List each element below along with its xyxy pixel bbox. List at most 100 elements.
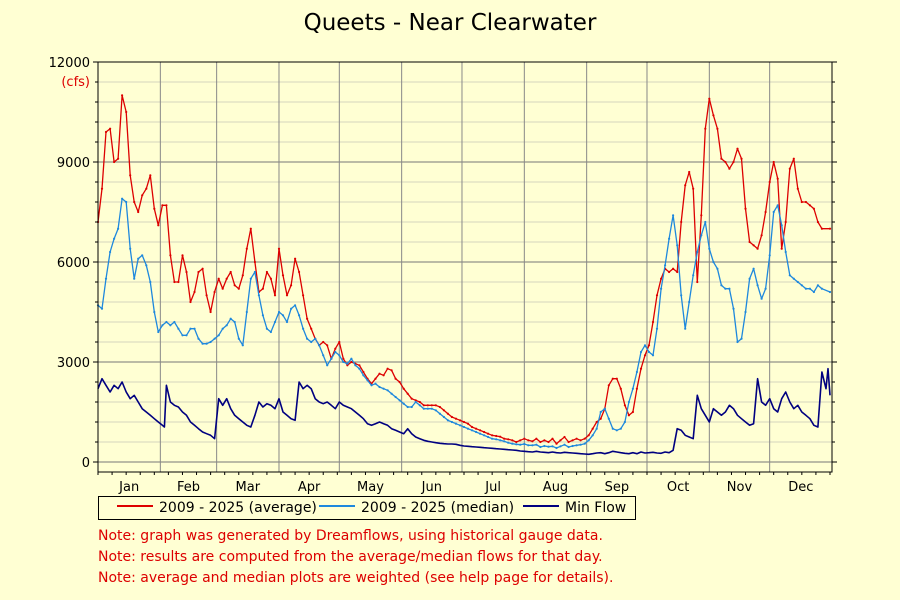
data-point-median: [414, 400, 417, 404]
data-point-average: [245, 247, 248, 250]
data-point-median: [571, 444, 574, 448]
data-point-average: [434, 404, 437, 407]
data-point-median: [555, 446, 558, 450]
data-point-median: [756, 284, 759, 287]
data-point-average: [519, 439, 522, 442]
plot-frame: [97, 61, 833, 473]
y-tick-label: 0: [82, 456, 90, 471]
data-point-average: [499, 435, 502, 438]
data-point-average: [651, 320, 655, 324]
data-point-average: [523, 437, 526, 440]
data-point-median: [161, 324, 164, 327]
data-point-average: [587, 434, 590, 437]
data-point-median: [772, 210, 775, 214]
data-point-average: [458, 419, 462, 422]
data-point-average: [551, 437, 554, 440]
data-point-median: [189, 327, 192, 330]
data-point-median: [185, 334, 188, 337]
y-tick-label: 9000: [57, 156, 90, 171]
data-point-average: [643, 354, 647, 357]
data-point-median: [285, 320, 289, 324]
data-point-median: [350, 357, 353, 360]
data-point-median: [269, 330, 272, 334]
data-point-median: [173, 320, 176, 324]
data-point-median: [748, 277, 751, 280]
data-point-median: [804, 287, 808, 290]
data-point-median: [583, 442, 586, 445]
data-point-median: [607, 417, 610, 420]
data-point-average: [567, 440, 570, 444]
data-point-median: [422, 407, 425, 410]
data-point-average: [294, 257, 297, 260]
data-point-average: [249, 227, 252, 230]
note-line: Note: graph was generated by Dreamflows,…: [98, 528, 603, 544]
data-point-average: [479, 429, 482, 432]
data-point-average: [515, 440, 518, 444]
data-point-average: [507, 438, 510, 441]
data-point-median: [535, 443, 538, 446]
data-point-average: [776, 177, 779, 180]
chart-title: Queets - Near Clearwater: [303, 10, 597, 36]
data-point-median: [326, 364, 329, 367]
y-tick-label: 3000: [57, 356, 90, 371]
data-point-median: [539, 445, 542, 449]
data-point-average: [623, 404, 627, 407]
data-point-median: [631, 387, 635, 390]
data-point-average: [418, 400, 421, 404]
data-point-median: [740, 337, 743, 340]
data-point-median: [229, 317, 232, 320]
data-point-median: [245, 310, 248, 314]
data-point-median: [708, 247, 711, 250]
y-tick-label: 6000: [57, 256, 90, 271]
series-line-average: [97, 94, 830, 445]
data-point-median: [668, 237, 671, 240]
data-point-median: [253, 270, 256, 274]
legend-swatch-median: [319, 505, 355, 507]
data-point-average: [700, 214, 703, 217]
data-point-average: [241, 274, 244, 277]
data-point-average: [772, 160, 775, 164]
data-point-median: [141, 254, 144, 257]
grid-lines: [97, 61, 833, 472]
data-point-median: [221, 327, 224, 330]
data-point-average: [265, 270, 268, 274]
data-point-median: [342, 360, 345, 364]
x-tick-label: Dec: [788, 480, 813, 495]
data-point-average: [639, 367, 643, 370]
data-point-median: [647, 350, 651, 354]
data-point-median: [487, 435, 490, 439]
data-point-average: [438, 405, 441, 409]
data-point-median: [249, 277, 252, 280]
data-point-median: [362, 374, 365, 377]
data-point-median: [700, 234, 703, 237]
data-point-average: [322, 340, 325, 344]
data-point-average: [575, 437, 578, 440]
data-point-average: [712, 114, 715, 117]
data-point-average: [454, 417, 458, 420]
data-point-median: [438, 412, 441, 415]
data-point-median: [378, 385, 381, 389]
x-tick-label: Feb: [177, 480, 200, 495]
data-point-median: [515, 443, 518, 446]
data-point-average: [442, 409, 445, 412]
data-point-average: [635, 387, 639, 390]
data-point-median: [145, 264, 148, 267]
data-point-median: [680, 294, 683, 297]
data-point-median: [527, 444, 530, 447]
data-point-average: [450, 415, 453, 419]
data-point-median: [410, 405, 413, 409]
data-point-median: [225, 324, 228, 327]
data-point-average: [165, 204, 168, 207]
data-point-median: [704, 220, 707, 224]
data-point-median: [792, 277, 795, 280]
x-tick-label: Oct: [667, 480, 689, 495]
data-point-average: [820, 227, 824, 230]
data-point-average: [181, 254, 184, 257]
data-point-median: [322, 354, 325, 357]
data-point-median: [828, 290, 832, 294]
data-point-average: [780, 247, 783, 250]
data-point-average: [233, 284, 236, 287]
data-point-median: [338, 354, 341, 357]
x-tick-label: Jun: [421, 480, 442, 495]
data-point-median: [547, 445, 550, 448]
